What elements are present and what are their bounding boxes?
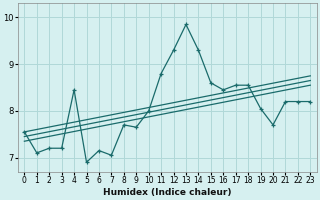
- X-axis label: Humidex (Indice chaleur): Humidex (Indice chaleur): [103, 188, 232, 197]
